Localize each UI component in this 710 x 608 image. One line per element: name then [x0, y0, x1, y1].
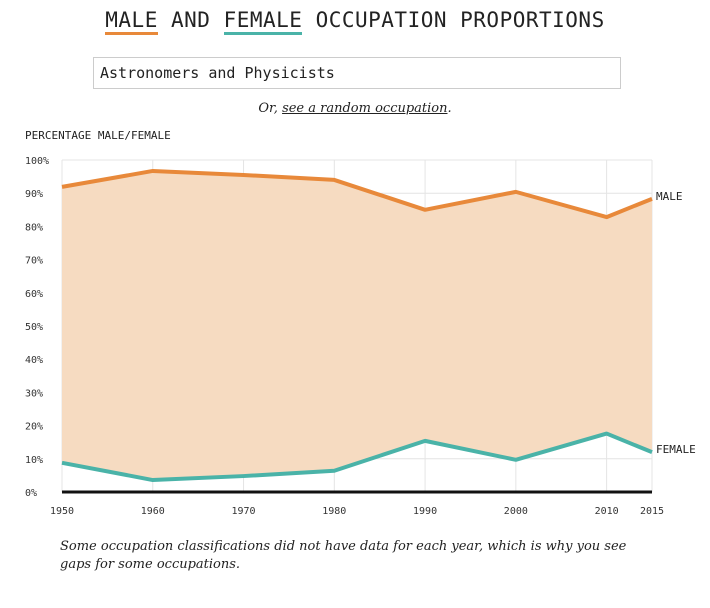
y-tick-label: 50%	[25, 322, 43, 333]
x-tick-label: 2010	[595, 506, 619, 517]
page-title: MALE AND FEMALE OCCUPATION PROPORTIONS	[0, 8, 710, 35]
x-tick-label: 1990	[413, 506, 437, 517]
y-tick-label: 90%	[25, 189, 43, 200]
x-tick-label: 2000	[504, 506, 528, 517]
male-series-label: MALE	[656, 190, 683, 203]
x-tick-label: 1960	[141, 506, 165, 517]
title-male: MALE	[105, 8, 158, 35]
title-and: AND	[157, 8, 224, 32]
y-tick-label: 70%	[25, 256, 43, 267]
y-tick-label: 10%	[25, 455, 43, 466]
y-tick-label: 100%	[25, 156, 49, 167]
title-rest: OCCUPATION PROPORTIONS	[302, 8, 605, 32]
random-occupation-line: Or, see a random occupation.	[0, 101, 710, 116]
y-tick-label: 60%	[25, 289, 43, 300]
male-line	[61, 168, 653, 220]
title-female: FEMALE	[223, 8, 303, 35]
y-tick-label: 20%	[25, 422, 43, 433]
x-tick-label: 1980	[322, 506, 346, 517]
occupation-value: Astronomers and Physicists	[100, 64, 335, 82]
random-suffix: .	[447, 101, 452, 116]
x-tick-label: 1950	[50, 506, 74, 517]
x-tick-label: 2015	[640, 506, 664, 517]
area-between	[62, 170, 652, 481]
occupation-selector[interactable]: Astronomers and Physicists	[93, 57, 621, 89]
y-axis-label: PERCENTAGE MALE/FEMALE	[25, 129, 171, 142]
y-tick-label: 80%	[25, 222, 43, 233]
x-tick-label: 1970	[231, 506, 255, 517]
y-tick-label: 30%	[25, 388, 43, 399]
y-tick-label: 40%	[25, 355, 43, 366]
random-occupation-link[interactable]: see a random occupation	[282, 101, 448, 116]
random-prefix: Or,	[258, 101, 283, 116]
footnote: Some occupation classifications did not …	[60, 539, 627, 572]
female-series-label: FEMALE	[656, 443, 696, 456]
female-line	[61, 431, 653, 483]
y-tick-label: 0%	[25, 488, 37, 499]
